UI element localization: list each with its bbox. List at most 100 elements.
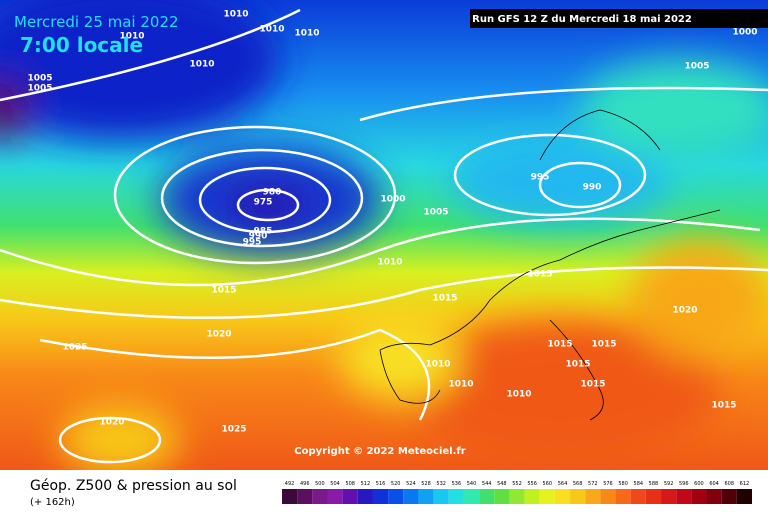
scale-label: 528 [421, 481, 431, 487]
isobar-label: 1010 [448, 380, 473, 390]
isobars [0, 8, 768, 464]
scale-label: 520 [391, 481, 401, 487]
time: 7:00 locale [20, 33, 143, 57]
scale-label: 600 [694, 481, 704, 487]
scale-label: 576 [603, 481, 613, 487]
isobar-label: 1005 [27, 74, 52, 84]
scale-label: 560 [543, 481, 553, 487]
scale-swatch [388, 489, 404, 504]
isobar-label: 1015 [527, 270, 552, 280]
isobar-label: 990 [249, 232, 268, 242]
scale-label: 532 [436, 481, 446, 487]
scale-swatch [463, 489, 480, 504]
isobar-label: 980 [263, 188, 282, 198]
isobar-label: 1010 [223, 10, 248, 20]
scale-label: 564 [558, 481, 568, 487]
scale-label: 536 [452, 481, 462, 487]
scale-label: 540 [467, 481, 477, 487]
isobar-label: 1015 [591, 340, 616, 350]
scale-label: 548 [497, 481, 507, 487]
isobar-label: 990 [583, 183, 602, 193]
scale-swatch [554, 489, 571, 504]
scale-swatch [721, 489, 737, 504]
scale-swatch [691, 489, 707, 504]
scale-swatch [494, 489, 510, 504]
scale-label: 556 [527, 481, 537, 487]
scale-label: 516 [376, 481, 386, 487]
scale-swatch [630, 489, 646, 504]
coastlines [379, 109, 721, 421]
scale-swatch [509, 489, 525, 504]
isobar-label: 1005 [423, 208, 448, 218]
scale-swatch [403, 489, 419, 504]
scale-label: 612 [740, 481, 750, 487]
scale-swatch [357, 489, 373, 504]
isobar-label: 1005 [684, 62, 709, 72]
scale-swatch [736, 489, 752, 504]
scale-swatch [327, 489, 343, 504]
isobar-label: 1010 [425, 360, 450, 370]
scale-label: 588 [649, 481, 659, 487]
scale-label: 568 [573, 481, 583, 487]
scale-label: 584 [634, 481, 644, 487]
scale-label: 608 [724, 481, 734, 487]
isobar-label: 1015 [432, 294, 457, 304]
isobar-labels: 1010 1010 1010 1010 1005 1005 1010 1000 … [27, 10, 757, 435]
scale-label: 604 [709, 481, 719, 487]
isobar-label: 1010 [189, 60, 214, 70]
scale-swatch [706, 489, 722, 504]
scale-label: 496 [300, 481, 310, 487]
isobar-label: 1020 [206, 330, 231, 340]
isobar-label: 1000 [732, 28, 757, 38]
scale-label: 552 [512, 481, 522, 487]
scale-label: 580 [618, 481, 628, 487]
scale-label: 492 [285, 481, 295, 487]
isobar-label: 985 [254, 227, 273, 237]
isobar-label: 1015 [211, 286, 236, 296]
isobar-label: 1020 [99, 418, 124, 428]
scale-swatch [448, 489, 464, 504]
scale-swatch [297, 489, 313, 504]
isobar-label: 1000 [380, 195, 405, 205]
scale-swatch [479, 489, 495, 504]
isobar-label: 1015 [565, 360, 590, 370]
isobar-label: 995 [243, 238, 262, 248]
lead-time: (+ 162h) [30, 497, 75, 508]
scale-swatch [600, 489, 616, 504]
copyright: Copyright © 2022 Meteociel.fr [294, 446, 465, 457]
scale-swatch [418, 489, 434, 504]
isobar-label: 1025 [221, 425, 246, 435]
scale-swatch [615, 489, 631, 504]
scale-swatch [342, 489, 358, 504]
scale-swatch [570, 489, 586, 504]
scale-label: 500 [315, 481, 325, 487]
date: Mercredi 25 mai 2022 [14, 13, 179, 31]
scale-swatch [585, 489, 601, 504]
legend-title: Géop. Z500 & pression au sol [30, 478, 237, 494]
scale-swatch [645, 489, 662, 504]
isobar-label: 1020 [672, 306, 697, 316]
map [0, 0, 768, 475]
isobar-label: 995 [531, 173, 550, 183]
scale-swatch [539, 489, 555, 504]
scale-swatch [372, 489, 389, 504]
isobar-label: 1010 [377, 258, 402, 268]
isobar-label: 1015 [711, 401, 736, 411]
isobar-label: 1005 [27, 84, 52, 94]
color-scale: 492 496 500 504 508 512 516 520 524 528 532 536 540 5… [282, 481, 752, 504]
scale-swatch [524, 489, 540, 504]
scale-swatch [312, 489, 328, 504]
run-info: Run GFS 12 Z du Mercredi 18 mai 2022 [472, 14, 692, 25]
scale-swatch [676, 489, 692, 504]
isobar-label: 1010 [506, 390, 531, 400]
scale-label: 544 [482, 481, 492, 487]
isobar-label: 1015 [580, 380, 605, 390]
scale-label: 596 [679, 481, 689, 487]
isobar-label: 1010 [119, 32, 144, 42]
isobar-label: 1010 [259, 25, 284, 35]
scale-label: 504 [330, 481, 340, 487]
scale-swatch [661, 489, 677, 504]
scale-swatch [433, 489, 449, 504]
scale-label: 512 [361, 481, 371, 487]
